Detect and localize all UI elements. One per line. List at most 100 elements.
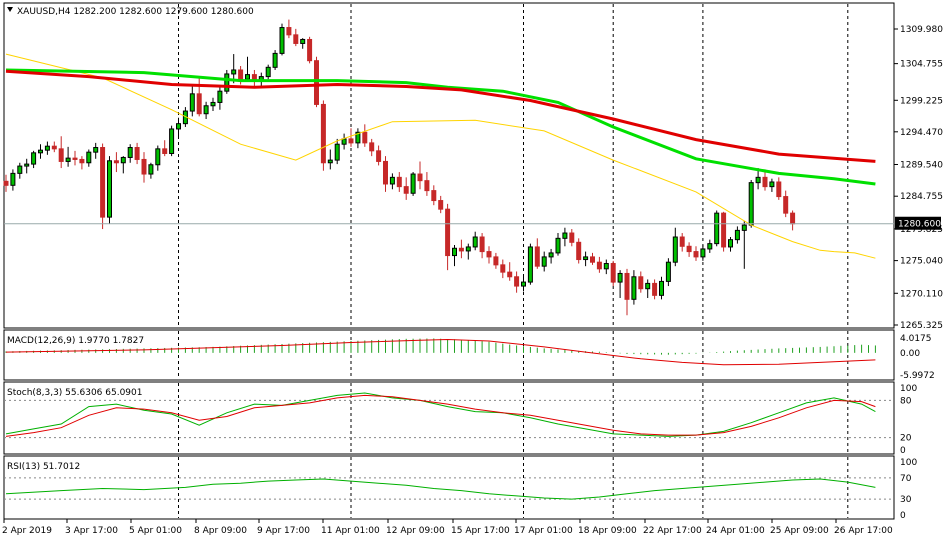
bearish-candle [438, 200, 444, 210]
time-tick-label: 26 Apr 17:00 [834, 526, 893, 536]
bearish-candle [100, 147, 106, 218]
bearish-candle [783, 196, 789, 214]
macd-indicator: 4.0175 0.00 -5.9972 [5, 334, 935, 381]
price-tick-label: 1289.540 [900, 160, 943, 170]
bearish-candle [569, 232, 575, 243]
bullish-candle [562, 232, 568, 239]
rsi-tick-label: 70 [900, 474, 912, 484]
bearish-candle [79, 158, 85, 164]
bearish-candle [762, 176, 768, 188]
bullish-candle [279, 27, 285, 54]
bearish-candle [590, 256, 595, 263]
chart-symbol-marker [7, 7, 13, 12]
time-tick-label: 8 Apr 09:00 [194, 526, 247, 536]
bearish-candle [320, 103, 326, 164]
price-tick-label: 1265.325 [900, 321, 943, 331]
bullish-candle [265, 66, 271, 78]
price-tick-label: 1284.755 [900, 192, 943, 202]
bullish-candle [741, 224, 747, 231]
current-price-label: 1280.600 [898, 220, 941, 230]
bullish-candle [10, 172, 16, 186]
bearish-candle [113, 160, 119, 164]
bearish-candle [369, 142, 375, 152]
bullish-candle [659, 280, 664, 296]
bullish-candle [541, 256, 547, 267]
stochastic-indicator: 100 80 20 0 [4, 384, 917, 456]
bearish-candle [458, 247, 464, 252]
time-tick-label: 5 Apr 01:00 [129, 526, 182, 536]
bearish-candle [58, 148, 64, 162]
time-tick-label: 25 Apr 09:00 [770, 526, 829, 536]
bearish-candle [624, 272, 630, 300]
bullish-candle [17, 165, 23, 174]
bullish-candle [203, 105, 209, 115]
time-tick-label: 9 Apr 17:00 [257, 526, 310, 536]
bearish-candle [396, 176, 402, 188]
bullish-candle [734, 229, 740, 241]
bearish-candle [576, 241, 582, 261]
time-tick-label: 17 Apr 01:00 [514, 526, 573, 536]
bearish-candle [424, 180, 430, 192]
bearish-candle [486, 251, 492, 258]
bearish-candle [652, 282, 658, 296]
bullish-candle [93, 147, 99, 153]
price-tick-label: 1299.225 [900, 96, 943, 106]
bullish-candle [231, 69, 237, 75]
bearish-candle [162, 148, 168, 154]
stoch-tick-label: 20 [900, 434, 912, 444]
time-tick-label: 2 Apr 2019 [2, 526, 52, 536]
pane-headers: XAUUSD,H4 1282.200 1282.600 1279.600 128… [7, 7, 254, 472]
stoch-tick-label: 0 [900, 446, 906, 456]
bearish-candle [417, 173, 423, 182]
bullish-candle [707, 243, 713, 250]
macd-tick-label: -5.9972 [900, 371, 935, 381]
bearish-candle [479, 236, 485, 253]
rsi-tick-label: 30 [900, 495, 912, 505]
bullish-candle [107, 160, 112, 218]
bearish-candle [638, 276, 644, 290]
price-tick-label: 1270.110 [900, 289, 943, 299]
bearish-candle [141, 158, 147, 175]
bullish-candle [452, 247, 457, 257]
bullish-candle [700, 248, 706, 258]
bullish-candle [155, 148, 161, 166]
bearish-candle [693, 251, 699, 258]
bearish-candle [500, 264, 506, 273]
bearish-candle [776, 181, 782, 198]
bullish-candle [120, 156, 126, 164]
bullish-candle [527, 246, 533, 283]
bullish-candle [672, 236, 678, 263]
bullish-candle [631, 276, 637, 300]
bullish-candle [217, 90, 223, 103]
bullish-candle [728, 239, 733, 248]
bullish-candle [769, 181, 775, 188]
price-tick-label: 1304.755 [900, 60, 943, 70]
bearish-candle [376, 150, 382, 162]
bullish-candle [24, 163, 30, 167]
price-tick-label: 1309.980 [900, 25, 943, 35]
bullish-candle [65, 157, 71, 162]
bullish-candle [272, 52, 278, 68]
bullish-candle [465, 246, 471, 252]
stoch-pane [3, 381, 895, 455]
rsi-indicator: 100 70 30 0 [4, 458, 917, 521]
bearish-candle [286, 27, 292, 36]
bullish-candle [86, 151, 92, 164]
bullish-candle [245, 74, 250, 80]
candlesticks [3, 19, 796, 316]
bearish-candle [790, 212, 796, 225]
bullish-candle [210, 101, 216, 107]
bullish-candle [127, 147, 133, 158]
price-tag-group: 1280.600 [4, 216, 941, 230]
price-pane-title: XAUUSD,H4 1282.200 1282.600 1279.600 128… [17, 7, 254, 17]
bullish-candle [300, 38, 306, 44]
macd-tick-label: 4.0175 [900, 334, 932, 344]
time-tick-label: 12 Apr 09:00 [386, 526, 445, 536]
macd-pane [3, 329, 895, 381]
bearish-candle [507, 271, 513, 278]
price-axis: 1309.980 1304.755 1299.225 1294.470 1289.540… [894, 25, 943, 331]
bullish-candle [31, 152, 37, 165]
bearish-candle [686, 245, 692, 253]
